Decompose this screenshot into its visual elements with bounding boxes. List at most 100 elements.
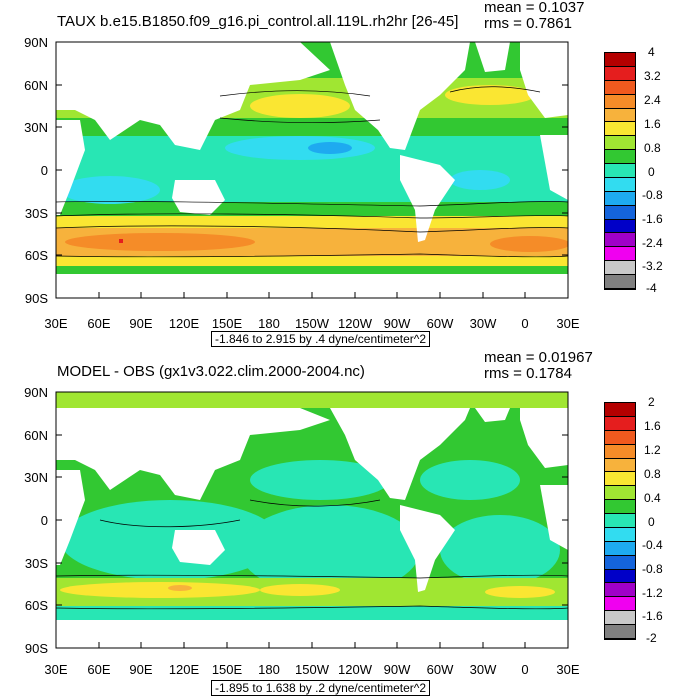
- colorbar-swatch: [605, 625, 635, 639]
- colorbar-swatch: [605, 66, 635, 81]
- lon-label: 120E: [168, 662, 200, 677]
- colorbar-swatch: [605, 233, 635, 248]
- lon-label: 60E: [87, 662, 111, 677]
- lon-label: 60W: [426, 316, 454, 331]
- colorbar-label: 0: [648, 165, 655, 179]
- colorbar-swatch: [605, 472, 635, 487]
- colorbar-label: 0.8: [644, 141, 661, 155]
- colorbar-label: 3.2: [644, 69, 661, 83]
- colorbar-label: -0.8: [642, 562, 663, 576]
- colorbar-swatch: [605, 541, 635, 556]
- lon-label: 120W: [338, 316, 372, 331]
- panel-taux-control: TAUX b.e15.B1850.f09_g16.pi_control.all.…: [24, 0, 663, 347]
- colorbar-swatch: [605, 569, 635, 584]
- lat-label: 60N: [24, 78, 48, 93]
- lon-label: 90E: [129, 316, 153, 331]
- map-plot: [55, 41, 569, 299]
- colorbar-label: -1.6: [642, 212, 663, 226]
- contour-range-label: -1.846 to 2.915 by .4 dyne/centimeter^2: [211, 331, 431, 347]
- colorbar-label: -2.4: [642, 236, 663, 250]
- lon-label: 30E: [44, 662, 68, 677]
- lat-label: 30N: [24, 120, 48, 135]
- colorbar-swatch: [605, 191, 635, 206]
- colorbar: [604, 52, 636, 290]
- colorbar-label: 4: [648, 45, 655, 59]
- lat-label: 30S: [24, 206, 48, 221]
- colorbar-label: -3.2: [642, 259, 663, 273]
- lon-label: 180: [258, 316, 280, 331]
- lon-label: 150W: [295, 662, 329, 677]
- lat-label: 90N: [24, 385, 48, 400]
- colorbar-swatch: [605, 219, 635, 234]
- colorbar-swatch: [605, 164, 635, 178]
- colorbar-swatch: [605, 597, 635, 612]
- colorbar-label: -2: [646, 631, 657, 645]
- rms-value: rms = 0.1784: [484, 365, 572, 382]
- colorbar-swatch: [605, 136, 635, 151]
- lon-label: 120W: [338, 662, 372, 677]
- mean-value: mean = 0.1037: [484, 0, 585, 16]
- lon-label: 60E: [87, 316, 111, 331]
- lon-label: 30W: [469, 662, 497, 677]
- colorbar-swatch: [605, 177, 635, 192]
- lat-label: 60N: [24, 428, 48, 443]
- colorbar-label: 0.8: [644, 467, 661, 481]
- colorbar-label: -4: [646, 281, 657, 295]
- colorbar-swatch: [605, 527, 635, 542]
- colorbar-label: 0: [648, 515, 655, 529]
- lon-label: 90E: [129, 662, 153, 677]
- colorbar: [604, 402, 636, 640]
- lon-label: 150W: [295, 316, 329, 331]
- colorbar-swatch: [605, 403, 635, 417]
- lon-label: 0: [521, 662, 529, 677]
- lon-label: 150E: [211, 316, 243, 331]
- colorbar-label: 1.6: [644, 117, 661, 131]
- rms-value: rms = 0.7861: [484, 15, 572, 32]
- panel-title: TAUX b.e15.B1850.f09_g16.pi_control.all.…: [57, 13, 459, 30]
- lon-label: 0: [521, 316, 529, 331]
- colorbar-label: 0.4: [644, 491, 661, 505]
- lon-label: 30E: [556, 316, 580, 331]
- panel-title: MODEL - OBS (gx1v3.022.clim.2000-2004.nc…: [57, 363, 365, 380]
- lon-label: 90W: [383, 316, 411, 331]
- colorbar-swatch: [605, 444, 635, 459]
- lat-label: 90S: [24, 641, 48, 656]
- colorbar-swatch: [605, 205, 635, 220]
- colorbar-swatch: [605, 514, 635, 528]
- colorbar-label: 2: [648, 395, 655, 409]
- colorbar-label: 2.4: [644, 93, 661, 107]
- colorbar-swatch: [605, 150, 635, 164]
- colorbar-swatch: [605, 80, 635, 95]
- lat-label: 90N: [24, 35, 48, 50]
- lon-label: 60W: [426, 662, 454, 677]
- lon-label: 30W: [469, 316, 497, 331]
- lon-label: 180: [258, 662, 280, 677]
- colorbar-swatch: [605, 108, 635, 123]
- panel-model-minus-obs: MODEL - OBS (gx1v3.022.clim.2000-2004.nc…: [0, 349, 700, 700]
- lon-label: 30E: [44, 316, 68, 331]
- colorbar-swatch: [605, 500, 635, 514]
- colorbar-swatch: [605, 458, 635, 473]
- colorbar-label: 1.6: [644, 419, 661, 433]
- lon-label: 30E: [556, 662, 580, 677]
- colorbar-swatch: [605, 122, 635, 137]
- lat-label: 60S: [24, 248, 48, 263]
- colorbar-swatch: [605, 94, 635, 109]
- lon-label: 90W: [383, 662, 411, 677]
- colorbar-swatch: [605, 555, 635, 570]
- colorbar-swatch: [605, 53, 635, 67]
- colorbar-label: -0.8: [642, 188, 663, 202]
- lat-label: 60S: [24, 598, 48, 613]
- colorbar-swatch: [605, 430, 635, 445]
- lat-label: 30S: [24, 556, 48, 571]
- lat-label: 30N: [24, 470, 48, 485]
- contour-range-label: -1.895 to 1.638 by .2 dyne/centimeter^2: [211, 680, 431, 696]
- lon-label: 120E: [168, 316, 200, 331]
- colorbar-label: -0.4: [642, 538, 663, 552]
- colorbar-label: 1.2: [644, 443, 661, 457]
- colorbar-swatch: [605, 416, 635, 431]
- colorbar-swatch: [605, 261, 635, 275]
- lat-label: 90S: [24, 291, 48, 306]
- colorbar-label: -1.6: [642, 609, 663, 623]
- lat-label: 0: [40, 513, 48, 528]
